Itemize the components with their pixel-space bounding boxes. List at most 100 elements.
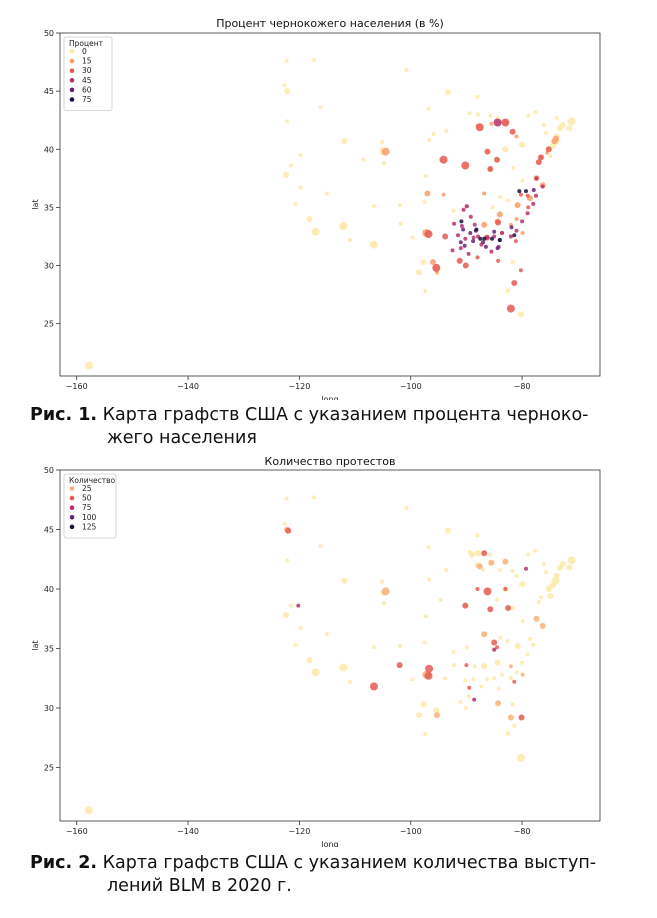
legend-marker [69,97,75,102]
data-point [306,216,313,222]
data-point [289,603,293,608]
data-point [481,631,488,638]
data-point [533,615,540,622]
data-point [533,110,538,115]
data-point [285,558,290,563]
plot-frame [59,32,601,377]
data-point [467,685,472,690]
data-point [466,251,471,256]
data-point [298,153,303,158]
data-point [545,146,552,153]
data-point [494,156,500,163]
data-point [526,113,531,118]
data-point [461,207,466,212]
data-point [423,732,428,737]
points-layer [84,57,576,370]
data-point [481,550,488,557]
data-point [370,682,378,691]
data-point [282,83,287,88]
y-tick-label: 25 [44,763,54,772]
data-point [514,202,521,209]
data-point [482,191,487,196]
legend-label: 125 [82,522,97,531]
data-point [472,222,477,227]
data-point [427,577,432,582]
data-point [84,361,93,370]
data-point [502,558,509,565]
data-point [507,714,514,721]
legend-label: 75 [82,95,92,104]
data-point [462,243,467,248]
data-point [505,639,510,644]
figure-2: Количество протестов −160 −140 −120 −100 −80 2… [0,455,657,847]
data-point [489,121,494,126]
data-point [541,562,546,566]
data-point [472,697,477,702]
data-point [510,702,515,707]
data-point [566,125,573,132]
data-point [372,645,376,650]
x-tick-label: −160 [66,827,88,836]
data-point [461,227,466,232]
data-point [498,635,503,640]
y-tick-label: 30 [44,704,54,713]
data-point [485,677,489,682]
data-point [495,597,499,602]
data-point [520,219,525,224]
data-point [492,647,497,652]
data-point [284,88,291,95]
data-point [513,239,518,244]
data-point [445,527,451,534]
data-point [441,192,446,197]
data-point [495,219,502,226]
data-point [475,255,480,260]
data-point [534,176,539,181]
data-point [524,566,528,571]
data-point [510,260,515,265]
data-point [526,552,531,557]
data-point [519,581,526,588]
data-point [324,191,329,196]
y-tick-label: 45 [44,87,54,96]
data-point [488,113,493,118]
data-point [531,201,536,206]
data-point [420,701,427,708]
data-point [496,258,501,263]
data-point [410,235,415,240]
data-point [476,112,481,117]
data-point [422,640,427,645]
data-point [462,602,469,609]
data-point [469,551,475,558]
data-point [463,706,468,710]
data-point [458,240,463,245]
data-point [311,495,316,500]
data-point [549,582,556,589]
data-point [512,723,517,728]
data-point [381,147,390,156]
data-point [311,227,320,236]
data-point [462,262,469,269]
data-point [311,57,316,62]
data-point [443,676,448,681]
data-point [505,198,510,203]
data-point [348,679,352,684]
legend-marker [69,58,75,64]
data-point [520,231,525,235]
data-point [491,639,498,646]
data-point [456,257,463,264]
data-point [514,643,521,650]
data-point [423,614,428,619]
data-point [306,657,313,664]
data-point [398,203,403,208]
data-point [541,122,546,127]
data-point [498,194,503,199]
data-point [539,595,543,600]
data-point [451,208,456,213]
data-point [495,645,499,650]
data-point [285,119,290,124]
data-point [432,263,441,272]
data-point [282,521,287,526]
legend-marker [69,49,75,54]
legend-label: 25 [82,484,92,493]
